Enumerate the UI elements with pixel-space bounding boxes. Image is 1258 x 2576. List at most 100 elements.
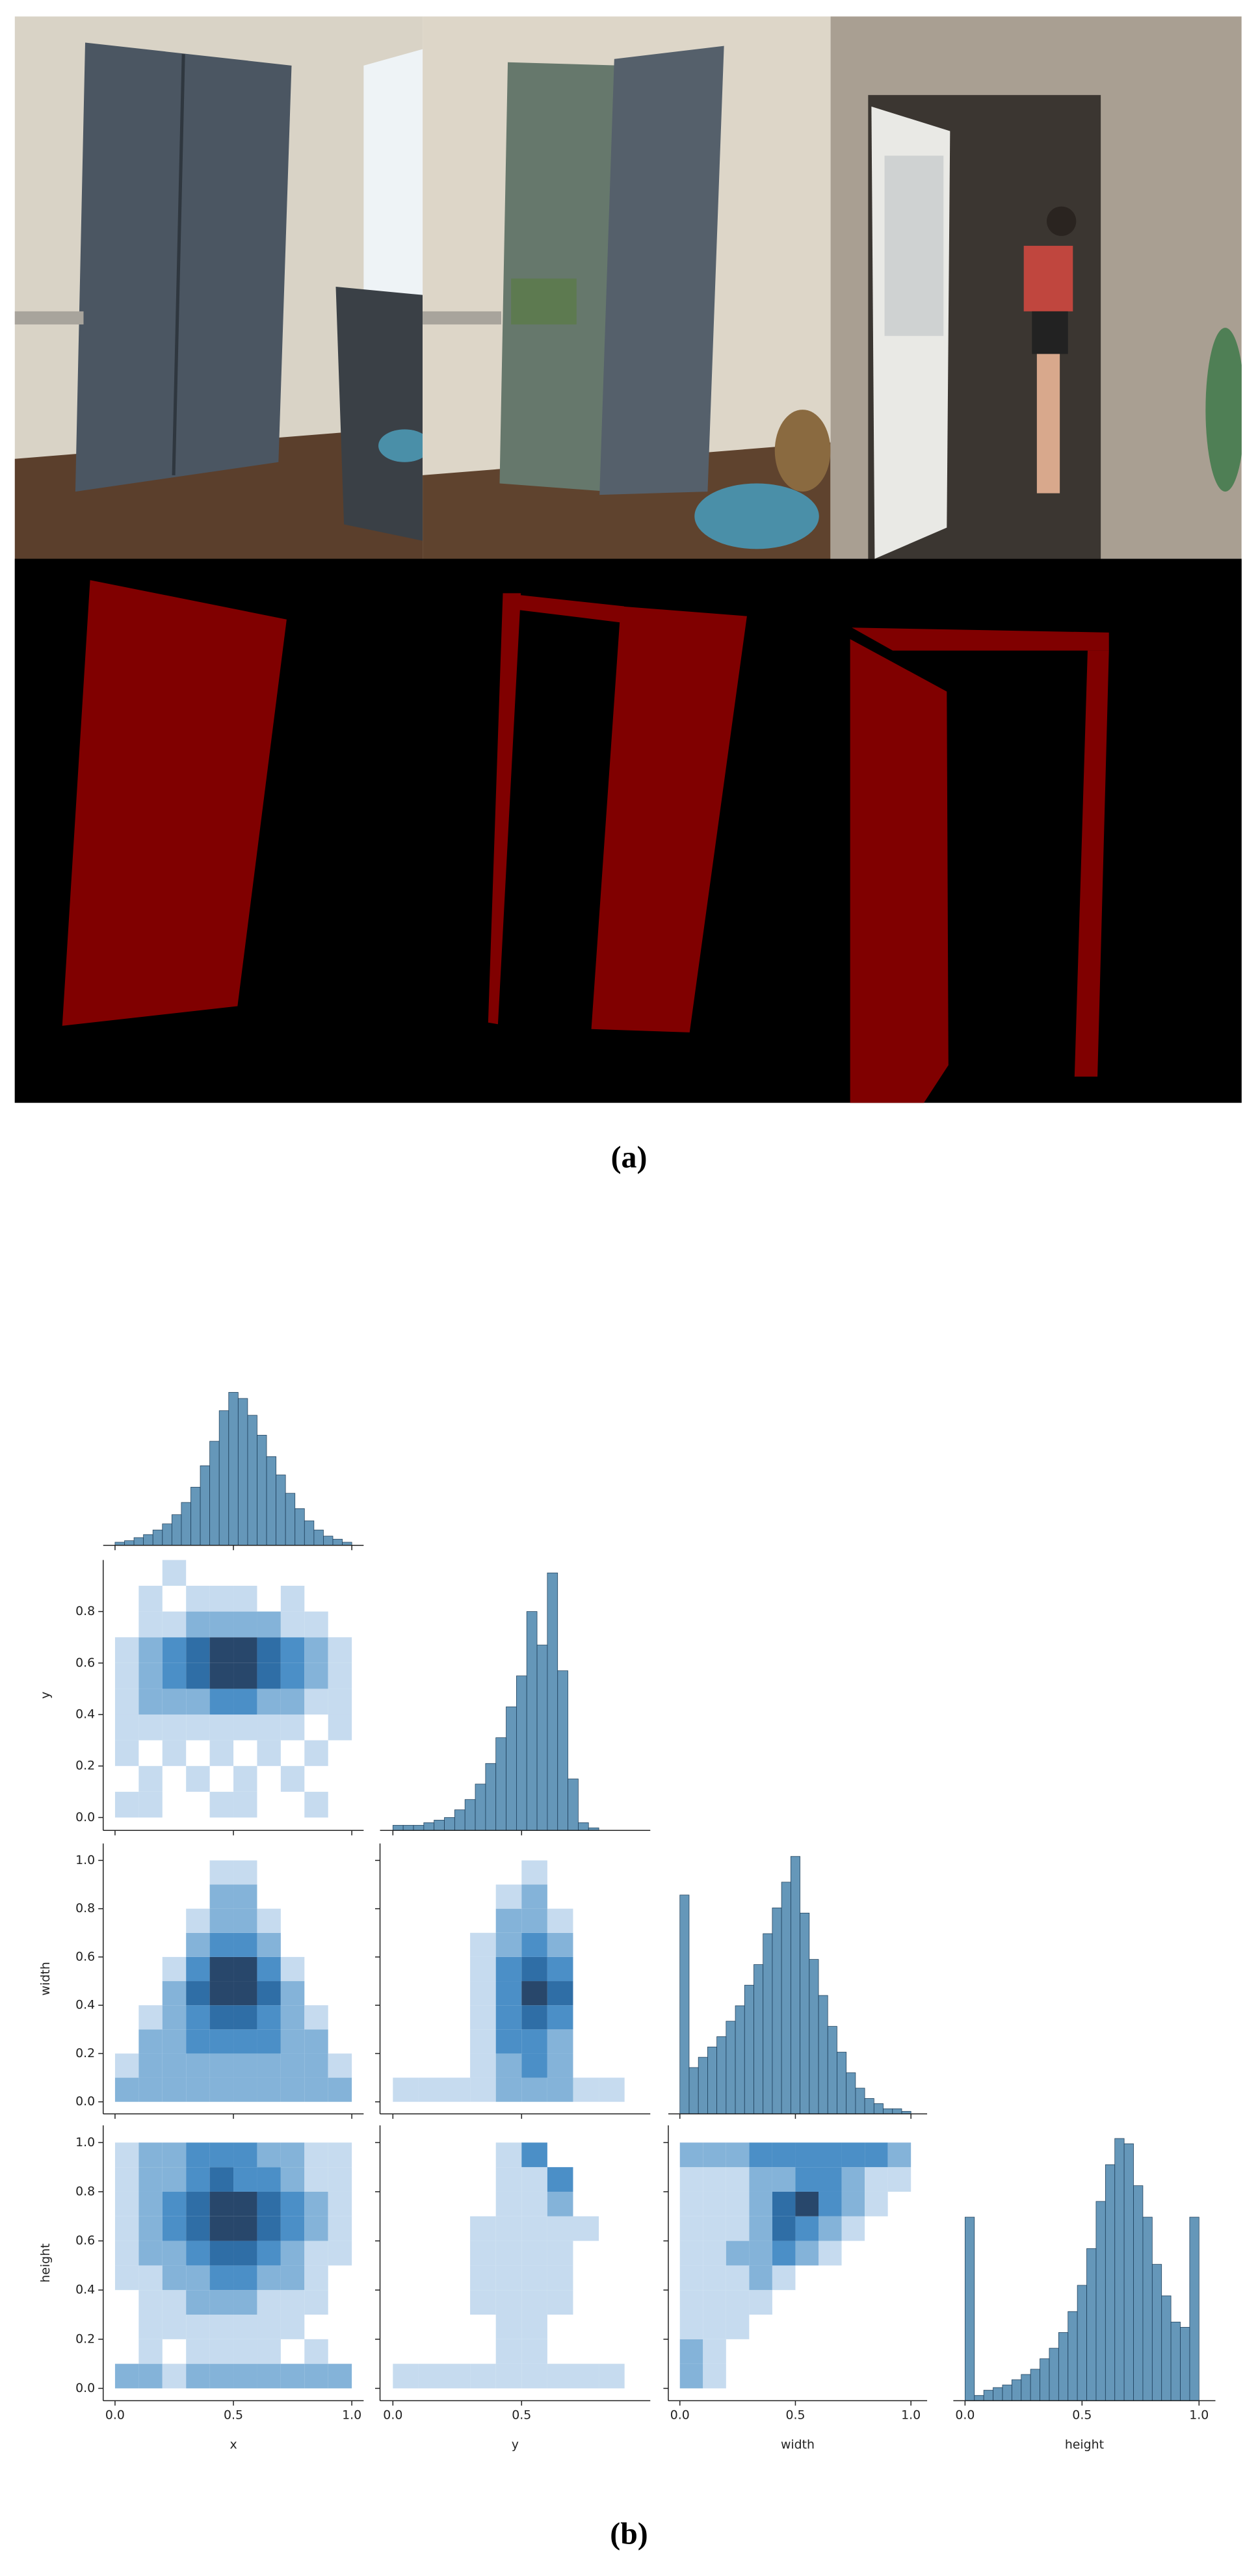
- density-cell: [257, 1689, 281, 1715]
- y-tick-label: 0.4: [75, 1998, 95, 2012]
- hist-bar: [285, 1493, 296, 1546]
- density-cell: [162, 2315, 187, 2339]
- density-cell: [328, 2191, 352, 2216]
- density-cell: [795, 2167, 819, 2192]
- density-cell: [280, 1981, 305, 2006]
- density-cell: [703, 2363, 726, 2389]
- hist-bar: [434, 1820, 445, 1831]
- hist-bar: [1077, 2285, 1087, 2401]
- density-cell: [280, 2241, 305, 2266]
- photo-3: [830, 16, 1242, 559]
- density-cell: [257, 1932, 281, 1957]
- density-cell: [209, 1860, 234, 1885]
- density-cell: [186, 1766, 210, 1792]
- density-cell: [257, 2053, 281, 2078]
- density-cell: [703, 2191, 726, 2216]
- caption-a: (a): [611, 1140, 648, 1174]
- hist-bar: [1058, 2332, 1069, 2401]
- density-cell: [495, 1981, 522, 2006]
- hist-bar: [228, 1392, 239, 1546]
- hist-bar: [323, 1536, 334, 1546]
- density-cell: [209, 1981, 234, 2006]
- hist-bar: [1011, 2379, 1022, 2401]
- hist-bar: [1049, 2348, 1059, 2401]
- density-cell: [470, 2363, 496, 2389]
- density-cell: [138, 1766, 163, 1792]
- density-cell: [114, 1715, 139, 1741]
- density-cell: [547, 2029, 573, 2054]
- density-cell: [521, 2077, 547, 2102]
- density-cell: [304, 1740, 328, 1767]
- density-cell: [819, 2167, 842, 2192]
- hist-bar: [413, 1824, 425, 1831]
- hist-bar: [218, 1410, 229, 1546]
- y-axis-label: height: [38, 2244, 53, 2283]
- density-cell: [521, 2315, 547, 2339]
- density-cell: [679, 2339, 703, 2364]
- density-cell: [209, 2142, 234, 2168]
- density-cell: [726, 2167, 750, 2192]
- density-cell: [726, 2265, 750, 2291]
- density-cell: [703, 2265, 726, 2291]
- density-cell: [186, 1908, 210, 1933]
- density-cell: [209, 1637, 234, 1663]
- hist-bar: [726, 2021, 736, 2114]
- density-cell: [495, 2339, 522, 2364]
- hist-bar: [402, 1824, 414, 1831]
- density-cell: [280, 2167, 305, 2192]
- density-cell: [186, 1715, 210, 1741]
- density-cell: [521, 1908, 547, 1933]
- density-cell: [257, 2290, 281, 2315]
- density-cell: [280, 2216, 305, 2241]
- hist-bar: [200, 1465, 210, 1546]
- density-cell: [679, 2142, 703, 2168]
- density-cell: [819, 2142, 842, 2168]
- density-cell: [233, 1884, 257, 1909]
- density-cell: [841, 2216, 865, 2241]
- density-cell: [749, 2191, 772, 2216]
- density-cell: [679, 2315, 703, 2339]
- density-cell: [495, 1932, 522, 1957]
- hist-bar: [506, 1706, 517, 1831]
- density-cell: [138, 2077, 163, 2102]
- density-cell: [209, 2077, 234, 2102]
- hist-bar: [1170, 2321, 1181, 2401]
- density-cell: [186, 2265, 210, 2291]
- density-cell: [186, 2315, 210, 2339]
- density-cell: [772, 2167, 796, 2192]
- density-cell: [162, 1689, 187, 1715]
- density-cell: [209, 2029, 234, 2054]
- hist-bar: [993, 2387, 1003, 2401]
- density-cell: [444, 2363, 471, 2389]
- density-cell: [547, 1908, 573, 1933]
- density-cell: [280, 2315, 305, 2339]
- hist-bar: [790, 1856, 800, 2114]
- density-cell: [138, 2053, 163, 2078]
- density-cell: [495, 1884, 522, 1909]
- density-cell: [280, 2142, 305, 2168]
- density-cell: [186, 1611, 210, 1638]
- density-cell: [328, 2216, 352, 2241]
- density-cell: [186, 2053, 210, 2078]
- density-cell: [304, 2339, 328, 2364]
- hist-bar: [1095, 2201, 1106, 2401]
- density-cell: [114, 2241, 139, 2266]
- density-cell: [138, 2029, 163, 2054]
- density-cell: [114, 2077, 139, 2102]
- density-cell: [186, 2167, 210, 2192]
- density-cell: [304, 2167, 328, 2192]
- density-cell: [138, 2315, 163, 2339]
- density-cell: [470, 2029, 496, 2054]
- density-cell: [887, 2167, 911, 2192]
- hist-bar: [983, 2389, 993, 2401]
- density-cell: [495, 2005, 522, 2030]
- density-cell: [138, 2241, 163, 2266]
- density-cell: [280, 2363, 305, 2389]
- density-cell: [257, 2265, 281, 2291]
- density-cell: [280, 2265, 305, 2291]
- density-cell: [819, 2191, 842, 2216]
- density-cell: [547, 2005, 573, 2030]
- hist-bar: [827, 2026, 837, 2114]
- density-cell: [521, 2029, 547, 2054]
